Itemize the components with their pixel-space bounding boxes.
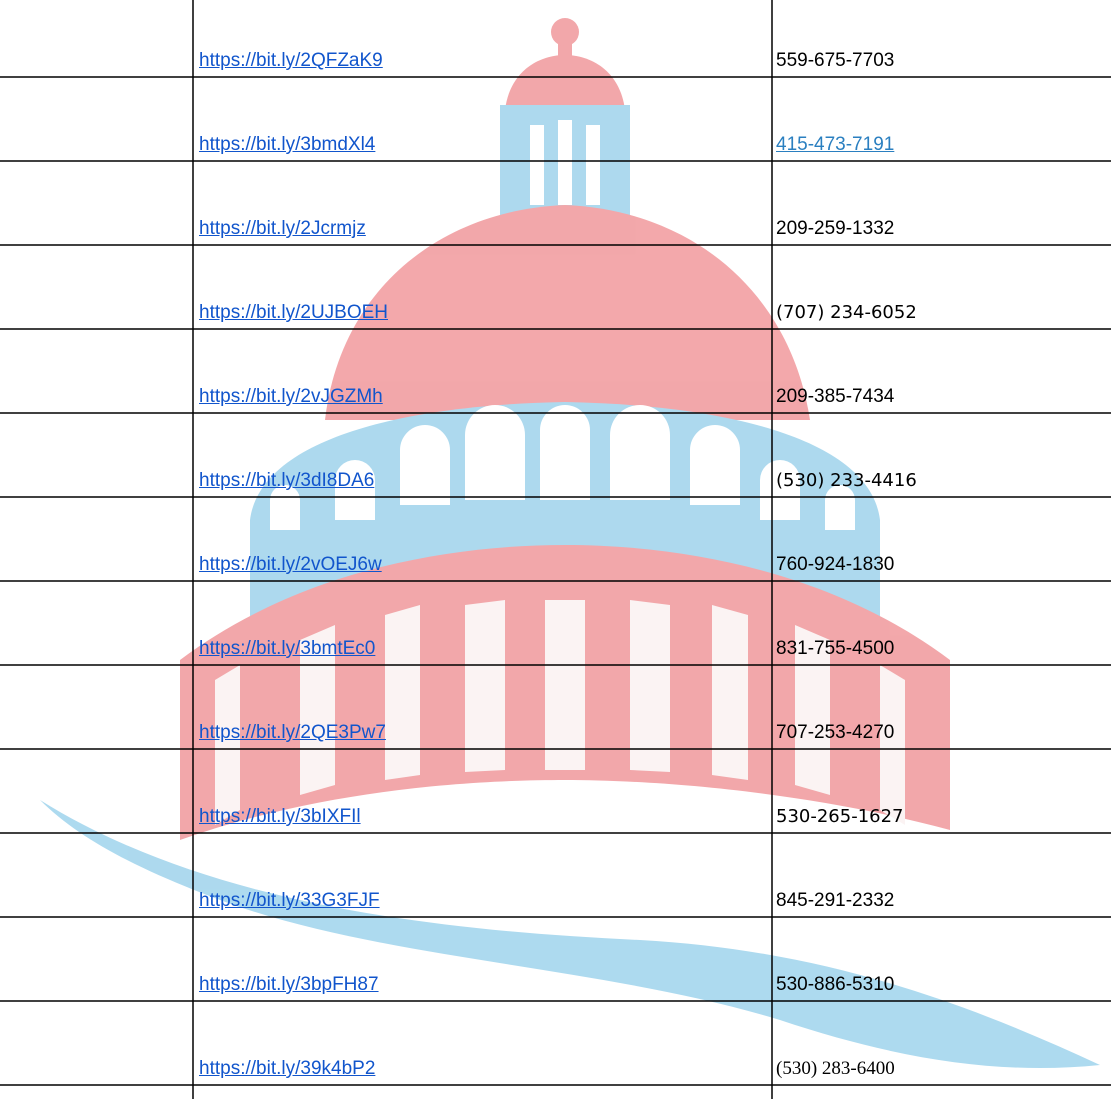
phone-number: (707) 234-6052 (776, 302, 917, 324)
short-link[interactable]: https://bit.ly/3dI8DA6 (199, 470, 374, 492)
short-link[interactable]: https://bit.ly/2Jcrmjz (199, 218, 366, 240)
short-link[interactable]: https://bit.ly/2QE3Pw7 (199, 722, 386, 744)
short-link[interactable]: https://bit.ly/3bmdXl4 (199, 134, 375, 156)
phone-number: 831-755-4500 (776, 638, 894, 660)
short-link[interactable]: https://bit.ly/3bIXFIl (199, 806, 361, 828)
short-link[interactable]: https://bit.ly/39k4bP2 (199, 1058, 375, 1080)
short-link[interactable]: https://bit.ly/33G3FJF (199, 890, 380, 912)
short-link[interactable]: https://bit.ly/2vOEJ6w (199, 554, 382, 576)
phone-number: 530-265-1627 (776, 806, 904, 828)
phone-number: 707-253-4270 (776, 722, 894, 744)
phone-number: 760-924-1830 (776, 554, 894, 576)
phone-number: 209-385-7434 (776, 386, 894, 408)
short-link[interactable]: https://bit.ly/3bpFH87 (199, 974, 379, 996)
phone-number: 559-675-7703 (776, 50, 894, 72)
short-link[interactable]: https://bit.ly/2vJGZMh (199, 386, 383, 408)
phone-number: (530) 283-6400 (776, 1058, 895, 1080)
page: {"table": {"rows": [ {"link": "https://b… (0, 0, 1111, 1099)
phone-number: 845-291-2332 (776, 890, 894, 912)
phone-number[interactable]: 415-473-7191 (776, 134, 894, 156)
short-link[interactable]: https://bit.ly/2UJBOEH (199, 302, 388, 324)
short-link[interactable]: https://bit.ly/3bmtEc0 (199, 638, 375, 660)
phone-number: 530-886-5310 (776, 974, 894, 996)
table-grid (0, 0, 1111, 1099)
phone-number: (530) 233-4416 (776, 470, 917, 492)
short-link[interactable]: https://bit.ly/2QFZaK9 (199, 50, 383, 72)
phone-number: 209-259-1332 (776, 218, 894, 240)
